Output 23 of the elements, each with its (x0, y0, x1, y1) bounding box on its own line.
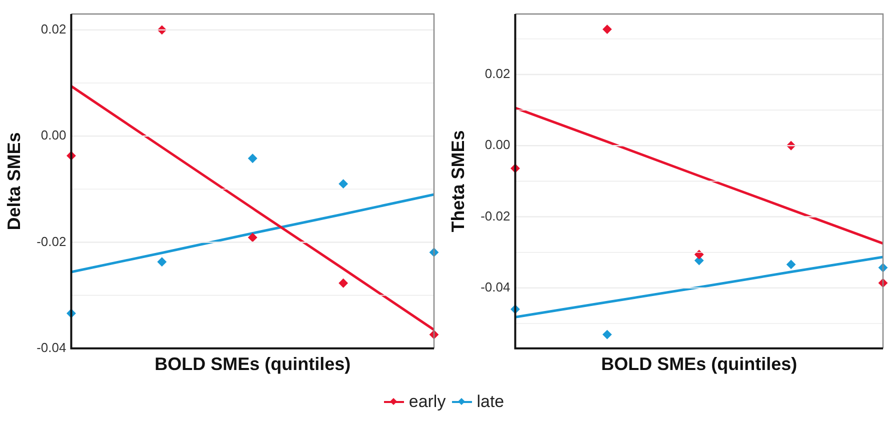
point (602, 330, 612, 340)
legend-label: late (476, 392, 504, 412)
legend-label: early (408, 392, 446, 412)
y-tick-label: 0.00 (484, 137, 510, 152)
point (248, 232, 258, 242)
x-axis-title: BOLD SMEs (quintiles) (601, 354, 798, 374)
y-tick-label: 0.00 (40, 128, 66, 143)
y-tick-label: -0.04 (480, 280, 510, 294)
y-axis-title: Delta SMEs (4, 132, 24, 230)
point (338, 179, 348, 188)
point (248, 154, 258, 163)
x-axis-title: BOLD SMEs (quintiles) (154, 354, 351, 374)
y-tick-label: -0.02 (480, 208, 510, 224)
point (694, 250, 704, 259)
y-tick-label: 0.02 (484, 66, 510, 82)
y-axis-title: Theta SMEs (448, 130, 468, 232)
point (602, 24, 612, 34)
point (157, 257, 166, 266)
y-tick-label: -0.04 (36, 340, 66, 355)
y-tick-label: 0.02 (40, 22, 66, 36)
point (338, 278, 348, 288)
y-tick-label: -0.02 (36, 234, 66, 249)
point (786, 260, 796, 269)
